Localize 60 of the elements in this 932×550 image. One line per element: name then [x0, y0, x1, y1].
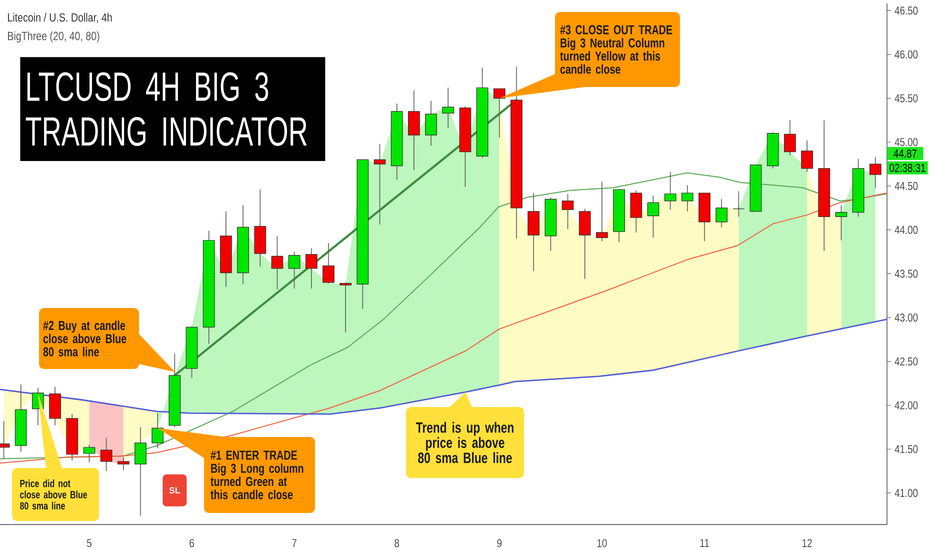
annotation: #1 ENTER TRADE Big 3 Long column turned Green at this candle close [210, 450, 304, 500]
annotation: 44.87 [894, 149, 916, 158]
y-tick-label: 42.50 [894, 357, 918, 366]
y-tick-label: 43.50 [894, 270, 918, 278]
x-tick-label: 6 [190, 539, 194, 548]
candlestick [716, 198, 728, 228]
candlestick [340, 282, 352, 333]
candlestick [100, 437, 112, 472]
candlestick [578, 208, 591, 280]
candlestick [134, 426, 146, 516]
candlestick [835, 204, 848, 241]
candlestick [442, 87, 454, 128]
y-tick-label: 45.50 [894, 94, 918, 102]
x-tick-label: 11 [700, 539, 709, 547]
candlestick [869, 156, 882, 188]
candlestick [562, 193, 574, 230]
candlestick [83, 444, 96, 463]
text: LTCUSD 4H BIG 3 TRADING INDICATOR [26, 72, 307, 146]
candlestick [117, 456, 130, 471]
candlestick [664, 172, 676, 210]
candlestick [152, 412, 164, 449]
y-tick-label: 41.00 [894, 488, 918, 498]
y-tick-label: 46.00 [894, 50, 918, 58]
annotation: BigThree (20, 40, 80) [8, 31, 100, 43]
candlestick [322, 242, 334, 284]
y-tick-label: 44.00 [894, 226, 918, 234]
annotation: SL [169, 487, 180, 494]
y-tick-label: 46.50 [894, 6, 918, 15]
candlestick [528, 192, 540, 272]
candlestick [425, 100, 437, 146]
x-tick-label: 5 [86, 539, 92, 548]
y-tick-label: 45.00 [894, 138, 918, 146]
candlestick [732, 190, 745, 218]
candlestick [596, 181, 608, 242]
text: 02:38:31 [890, 164, 926, 172]
candlestick [271, 236, 284, 290]
candlestick [784, 120, 796, 156]
candlestick [801, 140, 813, 172]
y-tick-label: 41.50 [894, 445, 918, 454]
candlestick [493, 88, 506, 138]
annotation: Price did not close above Blue 80 sma line [20, 479, 87, 510]
candlestick [374, 143, 386, 225]
line-series [0, 318, 888, 415]
candlestick [408, 90, 420, 171]
x-tick-label: 9 [497, 539, 502, 548]
x-tick-label: 7 [292, 539, 296, 547]
annotation: #2 Buy at candle close above Blue 80 sma line [43, 320, 126, 356]
candlestick [681, 184, 694, 212]
candlestick [647, 195, 660, 238]
candlestick [305, 248, 318, 290]
annotation: #3 CLOSE OUT TRADE Big 3 Neutral Column turned Yellow at this candle close [560, 25, 672, 74]
x-tick-label: 12 [802, 539, 812, 548]
x-tick-label: 10 [597, 539, 607, 548]
y-tick-label: 42.00 [894, 401, 918, 410]
annotation: Trend is up when price is above 80 sma Blue line [416, 422, 514, 464]
y-tick-label: 44.50 [894, 182, 918, 190]
text: Litecoin / U.S. Dollar, 4h [8, 12, 112, 24]
candlestick [288, 251, 300, 290]
y-tick-label: 43.00 [894, 313, 918, 322]
x-tick-label: 8 [394, 539, 400, 548]
